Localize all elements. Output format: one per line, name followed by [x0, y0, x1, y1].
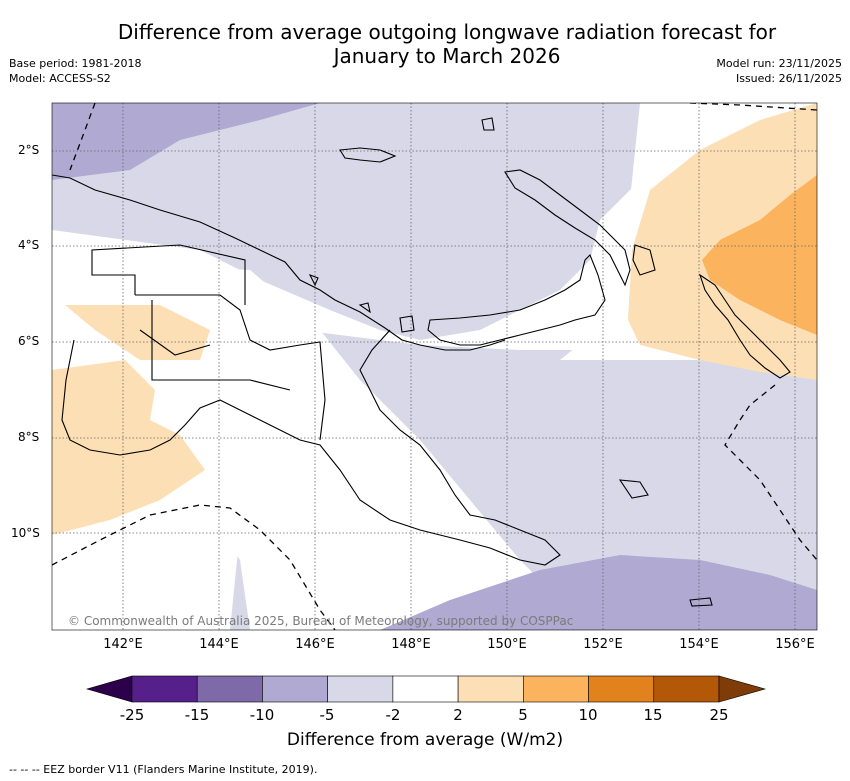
lon-label: 146°E — [295, 637, 335, 652]
colorbar-tick-label: 10 — [578, 706, 598, 724]
title-line-2: January to March 2026 — [333, 44, 561, 68]
colorbar-tick-label: -10 — [249, 706, 275, 724]
colorbar — [85, 675, 767, 703]
lon-label: 148°E — [391, 637, 431, 652]
coastlines — [52, 117, 791, 607]
colorbar-tick-label: 25 — [709, 706, 729, 724]
new-guinea-coastline — [52, 174, 561, 566]
issued-date: Issued: 26/11/2025 — [735, 72, 842, 85]
base-period: Base period: 1981-2018 — [9, 57, 142, 70]
eez-legend: -- -- -- EEZ border V11 (Flanders Marine… — [9, 763, 318, 776]
lon-label: 142°E — [103, 637, 143, 652]
lat-label: 8°S — [18, 430, 40, 444]
title-line-1: Difference from average outgoing longwav… — [117, 20, 777, 44]
anomaly-region-neg-medium — [380, 555, 817, 630]
colorbar-tick-label: -2 — [385, 706, 401, 724]
new-britain-coastline — [427, 254, 606, 346]
lat-label: 4°S — [18, 238, 40, 252]
colorbar-cell — [457, 675, 524, 703]
colorbar-cell — [262, 675, 328, 703]
model-info: Base period: 1981-2018 Model: ACCESS-S2 — [9, 56, 141, 86]
anomaly-field — [52, 103, 817, 630]
bougainville-coastline — [698, 273, 791, 379]
colorbar-over-arrow — [718, 675, 767, 703]
lon-label: 156°E — [775, 637, 815, 652]
eez-borders — [52, 103, 817, 630]
colorbar-cell — [588, 675, 655, 703]
colorbar-tick-label: -15 — [184, 706, 210, 724]
anomaly-region-pos-light — [52, 360, 205, 535]
colorbar-cell — [327, 675, 394, 703]
colorbar-cell — [523, 675, 589, 703]
colorbar-under-arrow — [85, 675, 133, 703]
manus-coastline — [339, 147, 397, 163]
colorbar-cell — [196, 675, 263, 703]
colorbar-tick-label: 5 — [518, 706, 528, 724]
graticule — [52, 103, 817, 630]
colorbar-tick-label: 15 — [643, 706, 663, 724]
anomaly-region-neg-medium — [52, 103, 320, 180]
eez-border — [689, 103, 817, 111]
new-ireland-coastline — [504, 169, 631, 287]
colorbar-tick-label: -5 — [319, 706, 335, 724]
map-title: Difference from average outgoing longwav… — [0, 20, 850, 68]
lon-label: 154°E — [679, 637, 719, 652]
colorbar-title: Difference from average (W/m2) — [286, 730, 564, 750]
colorbar-tick-label: -25 — [119, 706, 145, 724]
lat-label: 6°S — [18, 334, 40, 348]
eez-border — [52, 504, 336, 630]
lat-label: 2°S — [18, 143, 40, 157]
province-border — [91, 244, 291, 391]
map-frame — [51, 102, 818, 631]
anomaly-region-pos-medium — [702, 175, 817, 335]
png-border — [135, 294, 326, 441]
anomaly-region-neg-light — [52, 103, 700, 340]
anomaly-region-pos-light — [65, 305, 210, 360]
colorbar-cell — [392, 675, 459, 703]
lon-label: 144°E — [199, 637, 239, 652]
model-name: Model: ACCESS-S2 — [9, 72, 111, 85]
colorbar-tick-label: 2 — [453, 706, 463, 724]
run-info: Model run: 23/11/2025 Issued: 26/11/2025 — [716, 56, 842, 86]
lon-label: 152°E — [583, 637, 623, 652]
eez-border — [69, 103, 96, 171]
copyright-notice: © Commonwealth of Australia 2025, Bureau… — [68, 614, 574, 628]
islands — [308, 117, 713, 607]
eez-border — [724, 384, 817, 561]
lon-label: 150°E — [487, 637, 527, 652]
model-run-date: Model run: 23/11/2025 — [716, 57, 842, 70]
lat-label: 10°S — [11, 526, 40, 540]
colorbar-cell — [653, 675, 720, 703]
colorbar-cell — [131, 675, 198, 703]
